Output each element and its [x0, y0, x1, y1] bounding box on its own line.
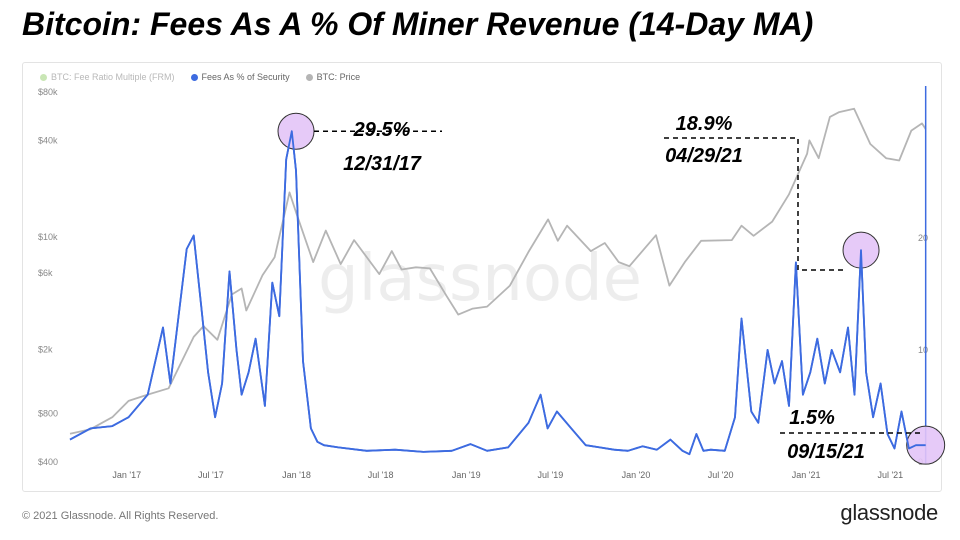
x-tick-label: Jan '21: [792, 470, 821, 480]
annotation-value-2021: 18.9%: [676, 113, 733, 135]
copyright-text: © 2021 Glassnode. All Rights Reserved.: [22, 510, 219, 522]
legend-item-fees[interactable]: Fees As % of Security: [190, 72, 290, 82]
y-right-tick-label: 10: [918, 345, 928, 355]
annotation-date-2021: 04/29/21: [665, 145, 743, 167]
chart-headline: Bitcoin: Fees As A % Of Miner Revenue (1…: [22, 6, 814, 42]
watermark-text: glassnode: [318, 242, 642, 316]
y-left-tick-label: $40k: [38, 135, 58, 145]
y-left-tick-label: $2k: [38, 345, 53, 355]
annotation-date-latest: 09/15/21: [787, 441, 865, 463]
annotation-date-2017: 12/31/17: [343, 153, 422, 175]
y-left-tick-label: $6k: [38, 268, 53, 278]
y-left-tick-label: $10k: [38, 232, 58, 242]
y-left-tick-label: $400: [38, 457, 58, 467]
chart-panel: [22, 62, 942, 492]
legend-item-frm[interactable]: BTC: Fee Ratio Multiple (FRM): [40, 72, 175, 82]
x-tick-label: Jul '17: [198, 470, 224, 480]
brand-logo-text: glassnode: [840, 500, 938, 525]
x-tick-label: Jan '19: [452, 470, 481, 480]
legend-item-price[interactable]: BTC: Price: [305, 72, 361, 82]
y-left-tick-label: $800: [38, 409, 58, 419]
series-line-fees-overlay: [69, 130, 926, 456]
highlight-circle-2017-peak: [277, 112, 315, 150]
legend-label-fees: Fees As % of Security: [201, 72, 290, 82]
series-line-price: [69, 107, 927, 435]
annotation-value-2017: 29.5%: [353, 119, 411, 141]
legend-dot-price: [305, 73, 313, 81]
legend-label-frm: BTC: Fee Ratio Multiple (FRM): [51, 72, 175, 82]
annotation-value-latest: 1.5%: [789, 407, 835, 429]
x-tick-label: Jan '18: [282, 470, 311, 480]
x-tick-label: Jul '18: [368, 470, 394, 480]
annotation-leader-2021: [664, 137, 844, 271]
x-tick-label: Jul '20: [708, 470, 734, 480]
legend-dot-frm: [40, 73, 47, 81]
chart-legend: BTC: Fee Ratio Multiple (FRM) Fees As % …: [40, 72, 360, 82]
x-tick-label: Jul '21: [877, 470, 903, 480]
x-tick-label: Jan '20: [622, 470, 651, 480]
y-right-tick-label: 20: [918, 233, 928, 243]
x-tick-label: Jul '19: [538, 470, 564, 480]
x-tick-label: Jan '17: [112, 470, 141, 480]
legend-dot-fees: [190, 73, 198, 81]
y-left-tick-label: $80k: [38, 87, 58, 97]
legend-label-price: BTC: Price: [316, 72, 361, 82]
